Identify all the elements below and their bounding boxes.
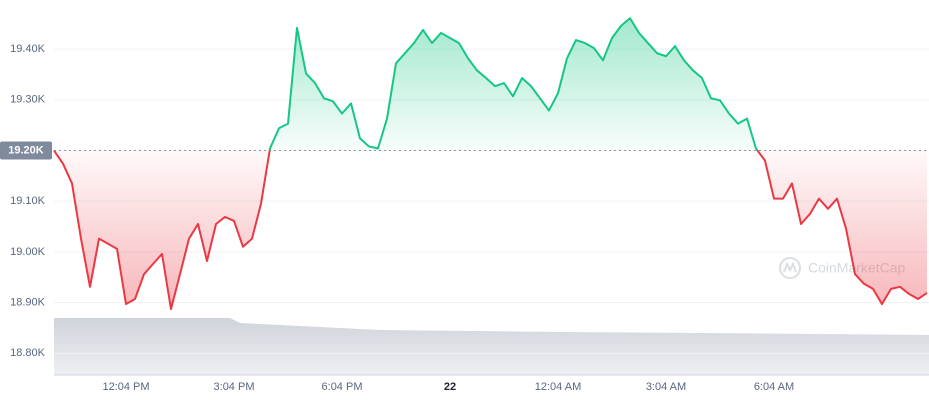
y-tick-label: 19.30K (10, 94, 46, 106)
volume-area (54, 318, 929, 375)
x-tick-label: 12:04 AM (535, 381, 581, 393)
y-tick-label: 19.40K (10, 43, 46, 55)
price-area (54, 18, 927, 310)
y-tick-label: 19.00K (10, 246, 46, 258)
x-tick-label: 3:04 PM (214, 381, 255, 393)
baseline-label: 19.20K (8, 144, 44, 156)
price-line (53, 17, 928, 311)
x-tick-label: 12:04 PM (102, 381, 149, 393)
x-tick-label: 6:04 PM (322, 381, 363, 393)
y-tick-label: 18.90K (10, 296, 46, 308)
x-tick-label: 3:04 AM (646, 381, 686, 393)
y-tick-label: 19.10K (10, 195, 46, 207)
y-tick-label: 18.80K (10, 347, 46, 359)
baseline-label-box (0, 141, 52, 160)
x-tick-label: 22 (444, 381, 456, 393)
x-tick-label: 6:04 AM (754, 381, 794, 393)
